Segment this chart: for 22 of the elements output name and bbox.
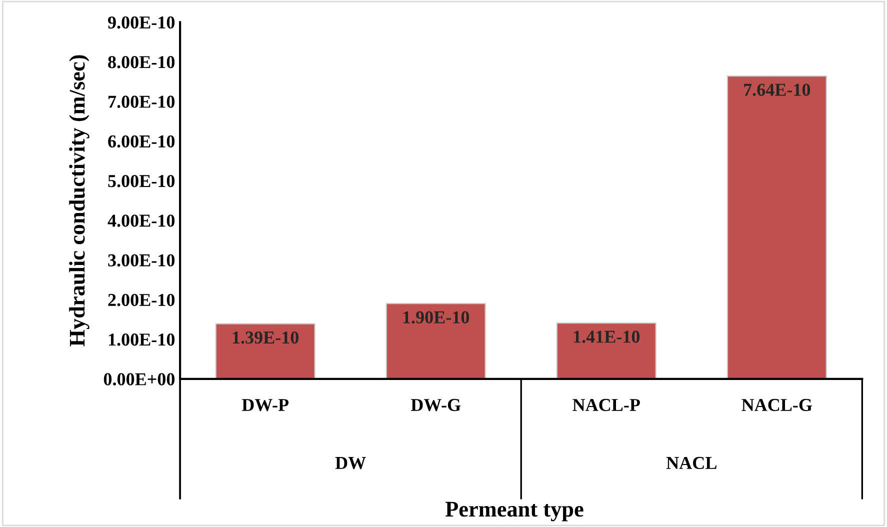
data-label: 1.41E-10 [574,330,640,343]
text: DW [335,457,366,470]
data-label: 1.39E-10 [232,331,298,344]
y-tick-label: 8.00E-10 [108,56,175,68]
y-tick-label: 6.00E-10 [108,135,175,148]
y-tick-label: 1.00E-10 [108,334,175,346]
y-tick-label: 5.00E-10 [108,174,175,188]
x-tick-label: NACL-P [572,398,640,412]
y-tick-label: 2.00E-10 [108,294,175,306]
x-tick-label: DW-P [242,399,289,412]
data-label: 1.90E-10 [403,311,470,324]
x-axis-title: Permeant type [445,502,584,522]
x-tick-label: NACL-G [742,398,812,412]
y-tick-label: 3.00E-10 [108,254,175,267]
y-tick-label: 9.00E-10 [108,16,175,29]
y-tick-label: 4.00E-10 [108,214,175,227]
x-tick-label: DW-G [410,398,461,412]
text: NACL [666,456,716,470]
y-tick-label: 7.00E-10 [108,96,175,108]
y-axis-title: Hydraulic conductivity (m/sec) [69,55,90,346]
y-tick-label: 0.00E+00 [104,373,175,386]
data-label: 7.64E-10 [744,84,810,96]
